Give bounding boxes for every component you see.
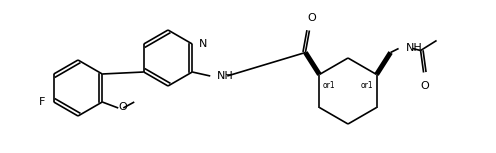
Text: or1: or1 [322,80,335,90]
Text: O: O [119,102,127,112]
Text: O: O [420,80,429,91]
Text: or1: or1 [361,80,373,90]
Text: F: F [38,97,45,107]
Text: O: O [307,13,316,22]
Text: N: N [199,39,208,49]
Text: NH: NH [217,71,234,81]
Text: NH: NH [406,43,422,52]
